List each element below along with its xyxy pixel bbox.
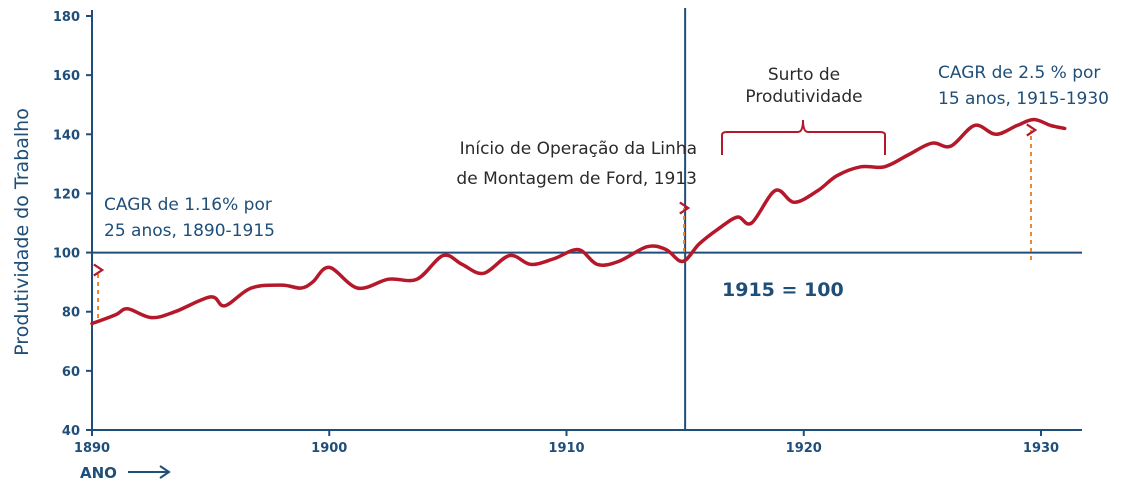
y-tick-label: 120 xyxy=(53,187,80,202)
x-axis-label: ANO xyxy=(80,464,117,482)
x-axis-arrow xyxy=(128,465,171,479)
ford-annotation-line2: de Montagem de Ford, 1913 xyxy=(456,169,697,189)
cagr2-annotation-line1: CAGR de 2.5 % por xyxy=(938,63,1100,83)
ford-annotation-line1: Início de Operação da Linha xyxy=(460,139,697,159)
y-tick-label: 100 xyxy=(53,247,80,262)
y-tick-label: 160 xyxy=(53,69,80,84)
surto-annotation-line2: Produtividade xyxy=(745,87,862,107)
series-line-productivity xyxy=(90,117,1067,326)
y-tick-label: 140 xyxy=(53,128,80,143)
cagr2-annotation-line2: 15 anos, 1915-1930 xyxy=(938,89,1109,109)
x-tick-label: 1890 xyxy=(74,441,110,456)
cagr1-annotation-line1: CAGR de 1.16% por xyxy=(104,195,272,215)
x-tick-label: 1900 xyxy=(311,441,347,456)
y-tick-label: 40 xyxy=(62,424,80,439)
x-tick-label: 1920 xyxy=(786,441,822,456)
y-tick-label: 180 xyxy=(53,10,80,25)
reference-label: 1915 = 100 xyxy=(722,279,844,301)
y-axis-label: Produtividade do Trabalho xyxy=(11,108,33,356)
x-tick-label: 1910 xyxy=(548,441,584,456)
y-tick-label: 60 xyxy=(62,365,80,380)
surto-annotation-line1: Surto de xyxy=(768,65,840,85)
surto-brace xyxy=(721,119,886,155)
x-tick-label: 1930 xyxy=(1023,441,1059,456)
y-tick-label: 80 xyxy=(62,306,80,321)
cagr1-annotation-line2: 25 anos, 1890-1915 xyxy=(104,221,275,241)
